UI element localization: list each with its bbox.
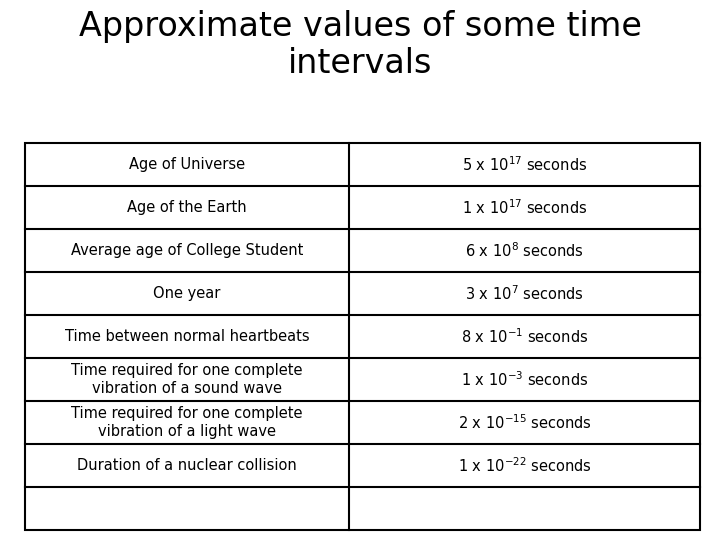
Text: 1 x 10$^{-3}$ seconds: 1 x 10$^{-3}$ seconds bbox=[461, 370, 588, 389]
Text: Duration of a nuclear collision: Duration of a nuclear collision bbox=[77, 458, 297, 473]
Text: 1 x 10$^{-22}$ seconds: 1 x 10$^{-22}$ seconds bbox=[457, 456, 591, 475]
Text: One year: One year bbox=[153, 286, 221, 301]
Text: 1 x 10$^{17}$ seconds: 1 x 10$^{17}$ seconds bbox=[462, 198, 588, 217]
Text: Time between normal heartbeats: Time between normal heartbeats bbox=[65, 329, 310, 344]
Text: Average age of College Student: Average age of College Student bbox=[71, 243, 303, 258]
Text: Time required for one complete
vibration of a sound wave: Time required for one complete vibration… bbox=[71, 363, 302, 396]
Bar bbox=[25, 143, 700, 530]
Text: Age of the Earth: Age of the Earth bbox=[127, 200, 247, 215]
Text: 8 x 10$^{-1}$ seconds: 8 x 10$^{-1}$ seconds bbox=[461, 327, 588, 346]
Text: 6 x 10$^{8}$ seconds: 6 x 10$^{8}$ seconds bbox=[465, 241, 584, 260]
Text: Time required for one complete
vibration of a light wave: Time required for one complete vibration… bbox=[71, 406, 302, 438]
Text: Approximate values of some time
intervals: Approximate values of some time interval… bbox=[78, 10, 642, 80]
Text: 3 x 10$^{7}$ seconds: 3 x 10$^{7}$ seconds bbox=[465, 284, 584, 303]
Text: 2 x 10$^{-15}$ seconds: 2 x 10$^{-15}$ seconds bbox=[457, 413, 591, 432]
Text: Age of Universe: Age of Universe bbox=[129, 157, 245, 172]
Text: 5 x 10$^{17}$ seconds: 5 x 10$^{17}$ seconds bbox=[462, 155, 588, 174]
